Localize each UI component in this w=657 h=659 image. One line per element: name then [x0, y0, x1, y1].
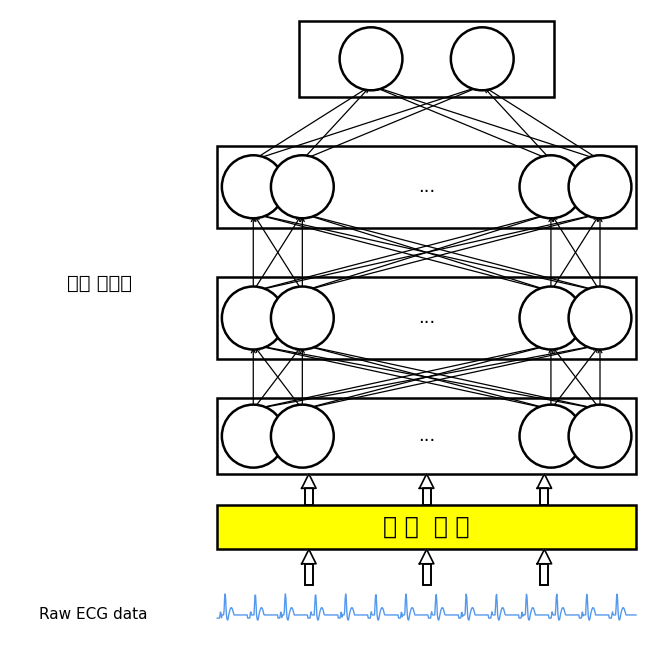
Bar	[422, 563, 430, 585]
Polygon shape	[537, 550, 552, 563]
Bar	[217, 146, 636, 228]
Circle shape	[451, 27, 514, 90]
Text: Raw ECG data: Raw ECG data	[39, 608, 147, 623]
Polygon shape	[302, 474, 316, 488]
Circle shape	[568, 405, 631, 468]
Polygon shape	[302, 550, 316, 563]
Circle shape	[222, 405, 284, 468]
Bar	[541, 488, 549, 505]
Text: ...: ...	[418, 309, 435, 327]
Text: ...: ...	[418, 427, 435, 445]
Circle shape	[340, 27, 403, 90]
Bar	[305, 563, 313, 585]
Circle shape	[520, 287, 582, 349]
Text: ...: ...	[418, 178, 435, 196]
Text: 추 가  구 조: 추 가 구 조	[384, 515, 470, 539]
Circle shape	[520, 156, 582, 218]
Circle shape	[271, 287, 334, 349]
Polygon shape	[537, 474, 552, 488]
Circle shape	[271, 405, 334, 468]
Text: 심층 신경망: 심층 신경망	[67, 274, 132, 293]
Bar	[422, 488, 430, 505]
Bar	[422, 563, 430, 585]
Bar	[541, 563, 549, 585]
Bar	[305, 563, 313, 585]
Circle shape	[568, 287, 631, 349]
Bar	[217, 399, 636, 474]
Bar	[305, 488, 313, 505]
Bar	[541, 488, 549, 505]
Circle shape	[222, 287, 284, 349]
Polygon shape	[419, 550, 434, 563]
Bar	[217, 277, 636, 359]
Bar	[541, 563, 549, 585]
Circle shape	[222, 156, 284, 218]
Bar	[299, 21, 555, 96]
Circle shape	[271, 156, 334, 218]
Polygon shape	[419, 474, 434, 488]
Bar	[422, 488, 430, 505]
Circle shape	[568, 156, 631, 218]
Bar	[217, 505, 636, 550]
Circle shape	[520, 405, 582, 468]
Bar	[305, 488, 313, 505]
